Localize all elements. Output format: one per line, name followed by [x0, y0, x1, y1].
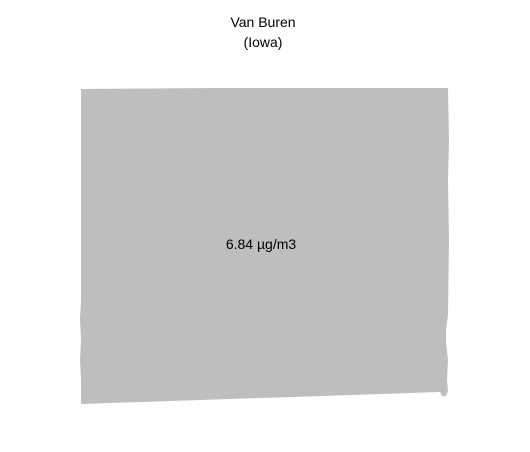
pollution-value-label: 6.84 µg/m3 [225, 236, 297, 252]
map-title-block: Van Buren (Iowa) [0, 12, 526, 52]
county-name-title: Van Buren [230, 14, 296, 30]
state-name-subtitle: (Iowa) [243, 34, 283, 50]
county-shape [80, 88, 449, 404]
